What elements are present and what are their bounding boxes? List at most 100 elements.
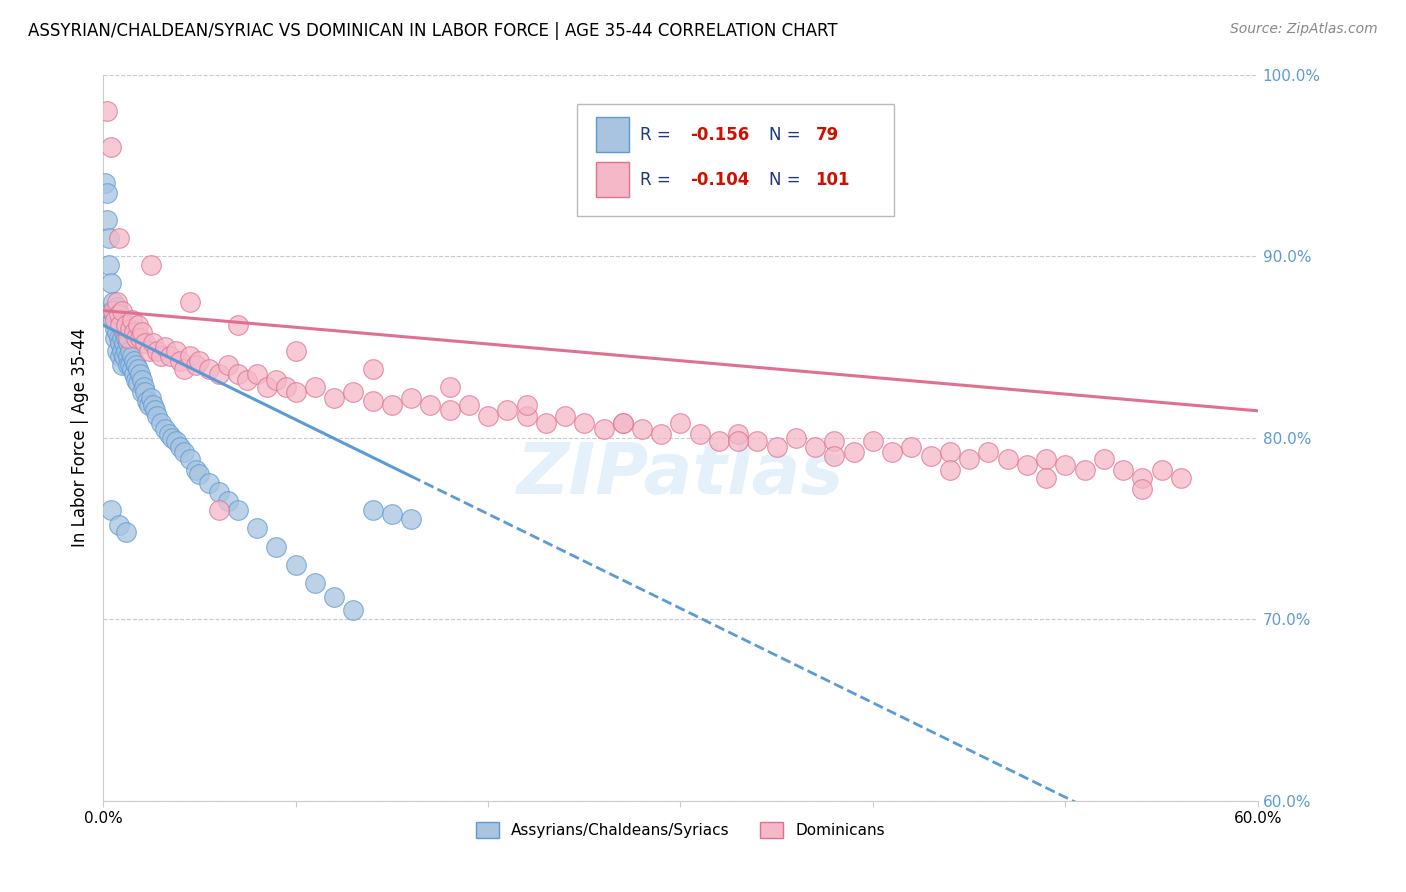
Text: Source: ZipAtlas.com: Source: ZipAtlas.com xyxy=(1230,22,1378,37)
Point xyxy=(179,349,201,363)
Point xyxy=(173,361,195,376)
Point xyxy=(246,521,269,535)
Point xyxy=(323,391,346,405)
Point xyxy=(515,398,537,412)
Point xyxy=(111,331,134,345)
Point xyxy=(128,367,150,381)
Point xyxy=(304,380,326,394)
Point xyxy=(107,517,129,532)
Point xyxy=(207,503,229,517)
Point xyxy=(184,358,207,372)
Point xyxy=(496,403,519,417)
Point xyxy=(977,445,1000,459)
Point xyxy=(138,398,160,412)
Point xyxy=(399,391,422,405)
Point xyxy=(142,336,165,351)
Point xyxy=(125,331,148,345)
Point xyxy=(105,294,128,309)
Point xyxy=(121,312,143,326)
Point xyxy=(110,312,132,326)
Point xyxy=(115,343,138,358)
Point xyxy=(105,343,128,358)
Point xyxy=(534,416,557,430)
Point xyxy=(100,303,122,318)
Point xyxy=(110,318,132,332)
Text: ASSYRIAN/CHALDEAN/SYRIAC VS DOMINICAN IN LABOR FORCE | AGE 35-44 CORRELATION CHA: ASSYRIAN/CHALDEAN/SYRIAC VS DOMINICAN IN… xyxy=(28,22,838,40)
Point xyxy=(153,422,176,436)
Point xyxy=(515,409,537,423)
Point xyxy=(131,385,153,400)
Point xyxy=(107,331,129,345)
Point xyxy=(104,312,127,326)
Point xyxy=(149,416,172,430)
Point xyxy=(284,385,307,400)
Legend: Assyrians/Chaldeans/Syriacs, Dominicans: Assyrians/Chaldeans/Syriacs, Dominicans xyxy=(470,816,891,844)
Point xyxy=(115,318,138,332)
Point xyxy=(115,525,138,540)
Point xyxy=(97,258,120,272)
Point xyxy=(361,361,384,376)
Point xyxy=(100,503,122,517)
Point xyxy=(747,434,769,449)
Point xyxy=(284,558,307,572)
Point xyxy=(554,409,576,423)
Point xyxy=(236,373,259,387)
Point xyxy=(727,427,749,442)
Point xyxy=(1035,470,1057,484)
Point xyxy=(96,186,118,200)
Point xyxy=(1054,458,1077,472)
Point xyxy=(184,463,207,477)
Point xyxy=(143,403,166,417)
Point xyxy=(96,212,118,227)
Text: -0.156: -0.156 xyxy=(690,126,749,144)
Point xyxy=(111,303,134,318)
Point xyxy=(117,349,139,363)
Point xyxy=(198,476,221,491)
Point xyxy=(439,380,461,394)
Point xyxy=(104,322,127,336)
Point xyxy=(165,343,187,358)
Point xyxy=(112,336,135,351)
Point xyxy=(104,331,127,345)
Point xyxy=(141,391,163,405)
Point xyxy=(107,231,129,245)
Point xyxy=(862,434,884,449)
Point xyxy=(117,336,139,351)
Point xyxy=(399,512,422,526)
Point xyxy=(669,416,692,430)
Point xyxy=(707,434,730,449)
Point xyxy=(110,336,132,351)
Point xyxy=(785,431,807,445)
Point xyxy=(256,380,278,394)
Point xyxy=(100,277,122,291)
Point xyxy=(439,403,461,417)
Text: ZIPatlas: ZIPatlas xyxy=(517,440,844,508)
Point xyxy=(179,294,201,309)
Point xyxy=(323,591,346,605)
Point xyxy=(125,373,148,387)
Point xyxy=(1130,470,1153,484)
Point xyxy=(107,307,129,321)
Point xyxy=(117,358,139,372)
Point xyxy=(127,376,149,391)
Point xyxy=(804,440,827,454)
Point xyxy=(169,440,191,454)
Point xyxy=(1092,452,1115,467)
Point xyxy=(165,434,187,449)
Point xyxy=(146,343,169,358)
Point xyxy=(650,427,672,442)
Point xyxy=(612,416,634,430)
Point xyxy=(1150,463,1173,477)
Point xyxy=(1170,470,1192,484)
Point xyxy=(115,331,138,345)
Point xyxy=(882,445,904,459)
Point xyxy=(136,394,159,409)
Point xyxy=(920,449,942,463)
Point xyxy=(97,231,120,245)
Point xyxy=(188,354,211,368)
Point xyxy=(121,361,143,376)
Text: N =: N = xyxy=(769,171,806,189)
Point xyxy=(266,540,288,554)
Point xyxy=(149,349,172,363)
Point xyxy=(157,427,180,442)
